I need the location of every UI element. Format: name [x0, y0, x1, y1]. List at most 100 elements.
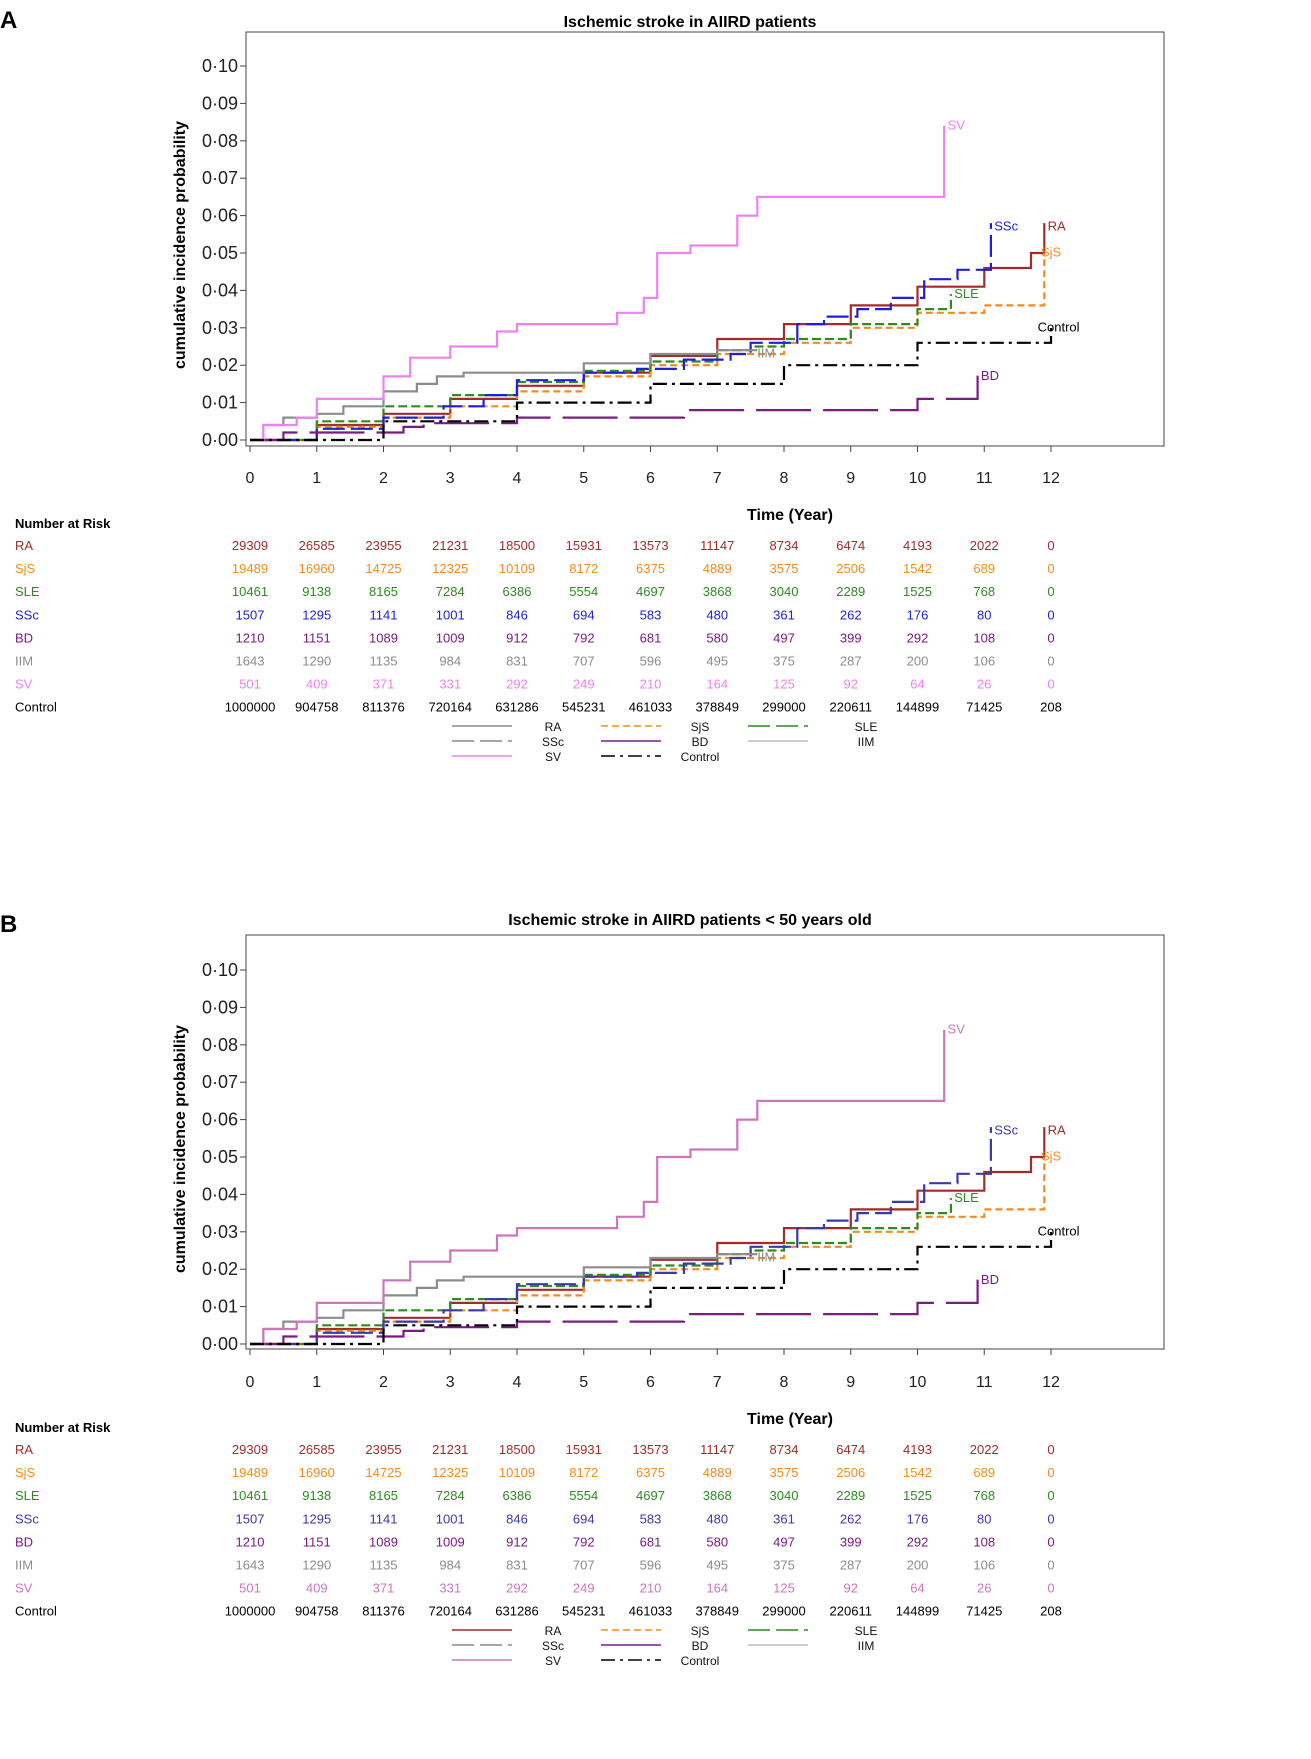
risk-cell: 811376 [362, 1604, 404, 1619]
risk-cell: 6386 [503, 584, 532, 599]
risk-cell: 176 [907, 607, 929, 622]
risk-cell: 375 [773, 654, 795, 669]
risk-cell: 18500 [499, 1442, 535, 1457]
risk-cell: 399 [840, 630, 862, 645]
x-tick-label: 1 [312, 1374, 321, 1391]
series-line-bd [250, 1272, 979, 1346]
risk-cell: 331 [439, 677, 461, 692]
series-line-control [250, 1228, 1053, 1346]
risk-cell: 0 [1047, 538, 1054, 553]
x-tick-label: 10 [909, 1374, 927, 1391]
risk-cell: 15931 [566, 1442, 602, 1457]
x-tick-label: 3 [446, 470, 455, 487]
risk-cell: 5554 [569, 1488, 598, 1503]
risk-cell: 1525 [903, 584, 932, 599]
risk-cell: 125 [773, 677, 795, 692]
risk-cell: 208 [1040, 700, 1062, 715]
x-tick-label: 2 [379, 1374, 388, 1391]
risk-cell: 13573 [632, 538, 668, 553]
y-axis-label: cumulative incidence probability [172, 121, 189, 369]
risk-row-label: RA [15, 538, 33, 553]
risk-cell: 2506 [836, 561, 865, 576]
y-tick-label: 0·04 [202, 280, 238, 300]
risk-cell: 480 [706, 1511, 728, 1526]
legend-label: Control [681, 1654, 720, 1668]
legend-label: SV [545, 750, 561, 764]
risk-cell: 23955 [365, 1442, 401, 1457]
legend-label: IIM [858, 1639, 875, 1653]
risk-cell: 299000 [762, 1604, 805, 1619]
risk-cell: 3575 [770, 1465, 799, 1480]
y-tick-label: 0·07 [202, 1072, 238, 1092]
risk-row-label: IIM [15, 654, 33, 669]
risk-cell: 811376 [362, 700, 404, 715]
risk-cell: 8172 [569, 561, 598, 576]
x-tick-label: 8 [780, 1374, 789, 1391]
risk-cell: 6375 [636, 1465, 665, 1480]
risk-cell: 12325 [432, 561, 468, 576]
risk-row-label: SV [15, 1581, 33, 1596]
risk-cell: 0 [1047, 654, 1054, 669]
risk-cell: 1009 [436, 630, 465, 645]
risk-cell: 461033 [629, 1604, 672, 1619]
risk-cell: 92 [844, 1581, 858, 1596]
legend-label: SLE [855, 1624, 878, 1638]
y-tick-label: 0·09 [202, 997, 238, 1017]
risk-cell: 12325 [432, 1465, 468, 1480]
y-tick-label: 0·03 [202, 318, 238, 338]
risk-cell: 21231 [432, 538, 468, 553]
series-line-bd [250, 368, 979, 442]
x-tick-label: 10 [909, 470, 927, 487]
risk-cell: 0 [1047, 1511, 1054, 1526]
risk-cell: 0 [1047, 1465, 1054, 1480]
risk-cell: 331 [439, 1581, 461, 1596]
risk-cell: 694 [573, 607, 595, 622]
risk-row-label: SSc [15, 1511, 39, 1526]
risk-cell: 23955 [365, 538, 401, 553]
x-tick-label: 4 [513, 470, 522, 487]
risk-cell: 1141 [370, 1511, 398, 1526]
risk-cell: 409 [306, 1581, 328, 1596]
risk-cell: 3575 [770, 561, 799, 576]
risk-cell: 3040 [770, 584, 799, 599]
risk-cell: 4889 [703, 561, 732, 576]
risk-cell: 10461 [232, 584, 268, 599]
risk-cell: 0 [1047, 677, 1054, 692]
risk-cell: 6474 [836, 538, 865, 553]
risk-cell: 1210 [236, 1534, 265, 1549]
risk-cell: 631286 [495, 700, 538, 715]
risk-row-label: SLE [15, 1488, 40, 1503]
risk-cell: 0 [1047, 607, 1054, 622]
risk-cell: 108 [973, 1534, 995, 1549]
risk-cell: 596 [640, 1558, 662, 1573]
plot-frame [245, 31, 1165, 447]
y-tick-label: 0·05 [202, 243, 238, 263]
chart-title: Ischemic stroke in AIIRD patients < 50 y… [508, 912, 872, 929]
risk-cell: 495 [706, 1558, 728, 1573]
risk-cell: 19489 [232, 561, 268, 576]
risk-cell: 0 [1047, 630, 1054, 645]
risk-cell: 7284 [436, 1488, 465, 1503]
risk-cell: 480 [706, 607, 728, 622]
risk-cell: 14725 [365, 1465, 401, 1480]
y-tick-label: 0·08 [202, 131, 238, 151]
risk-cell: 11147 [700, 1442, 734, 1457]
risk-cell: 1507 [236, 607, 265, 622]
legend-label: Control [681, 750, 720, 764]
risk-cell: 19489 [232, 1465, 268, 1480]
risk-cell: 1210 [236, 630, 265, 645]
risk-cell: 8734 [770, 538, 799, 553]
chart-title: Ischemic stroke in AIIRD patients [564, 14, 817, 31]
series-end-label: SSc [994, 1123, 1018, 1138]
risk-cell: 399 [840, 1534, 862, 1549]
risk-row-label: SSc [15, 607, 39, 622]
x-tick-label: 12 [1042, 470, 1060, 487]
legend-label: SSc [542, 735, 564, 749]
risk-cell: 1000000 [225, 1604, 276, 1619]
risk-cell: 361 [773, 1511, 795, 1526]
series-line-iim [250, 349, 758, 442]
risk-cell: 6386 [503, 1488, 532, 1503]
risk-cell: 583 [640, 607, 662, 622]
x-tick-label: 2 [379, 470, 388, 487]
risk-cell: 831 [506, 654, 528, 669]
